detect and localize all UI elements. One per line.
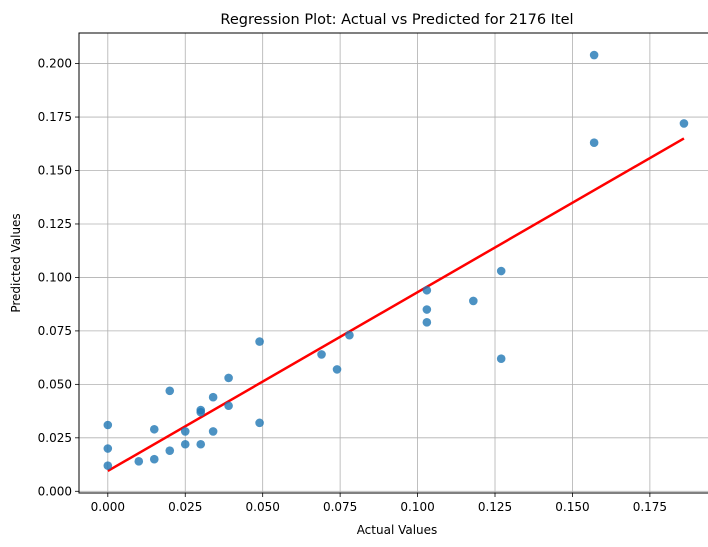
y-tick-label: 0.000 (38, 484, 72, 498)
y-axis-ticks: 0.000 0.025 0.050 0.075 0.100 0.125 0.150 0.175… (38, 57, 79, 498)
data-point (345, 330, 354, 340)
plot-area (79, 33, 708, 493)
data-point (196, 439, 206, 449)
data-point (165, 446, 175, 455)
data-point (332, 365, 342, 374)
data-point (103, 444, 113, 453)
data-point (422, 318, 432, 327)
x-tick-label: 0.050 (246, 500, 280, 514)
y-tick-label: 0.075 (38, 324, 72, 338)
y-tick-label: 0.125 (38, 217, 72, 231)
x-tick-label: 0.125 (478, 500, 512, 514)
data-point (589, 50, 599, 60)
data-point (134, 457, 144, 466)
x-axis-ticks: 0.000 0.025 0.050 0.075 0.100 0.125 0.150 0.175 (91, 493, 667, 514)
scatter-points (103, 50, 689, 470)
x-axis-label: Actual Values (357, 523, 438, 537)
data-point (149, 454, 159, 464)
data-point (149, 424, 159, 434)
y-axis-label: Predicted Values (9, 213, 23, 312)
data-point (469, 296, 478, 306)
x-tick-label: 0.100 (400, 500, 434, 514)
data-point (422, 305, 432, 314)
data-point (496, 354, 506, 363)
data-point (422, 285, 432, 295)
y-tick-label: 0.200 (38, 57, 72, 71)
x-tick-label: 0.075 (323, 500, 357, 514)
data-point (224, 401, 233, 411)
data-point (496, 266, 506, 276)
x-tick-label: 0.175 (633, 500, 667, 514)
data-point (317, 350, 326, 359)
data-point (679, 119, 689, 128)
x-tick-label: 0.150 (555, 500, 589, 514)
data-point (196, 405, 206, 415)
y-tick-label: 0.025 (38, 431, 72, 445)
data-point (103, 461, 113, 470)
regression-line (107, 137, 685, 473)
data-point (165, 386, 175, 396)
data-point (103, 420, 113, 430)
y-tick-label: 0.175 (38, 110, 72, 124)
data-point (208, 427, 218, 436)
data-point (255, 418, 264, 428)
data-point (180, 427, 190, 436)
plot-frame (78, 32, 708, 494)
grid-lines (79, 33, 708, 493)
chart-title: Regression Plot: Actual vs Predicted for… (220, 12, 573, 28)
x-tick-label: 0.000 (91, 500, 125, 514)
y-tick-label: 0.100 (38, 270, 72, 284)
data-point (589, 138, 599, 148)
data-point (224, 373, 233, 383)
regression-line-layer (107, 137, 685, 473)
x-tick-label: 0.025 (168, 500, 202, 514)
data-point (180, 439, 190, 449)
data-point (255, 337, 264, 346)
data-point (208, 392, 218, 402)
y-tick-label: 0.050 (38, 377, 72, 391)
y-tick-label: 0.150 (38, 164, 72, 178)
